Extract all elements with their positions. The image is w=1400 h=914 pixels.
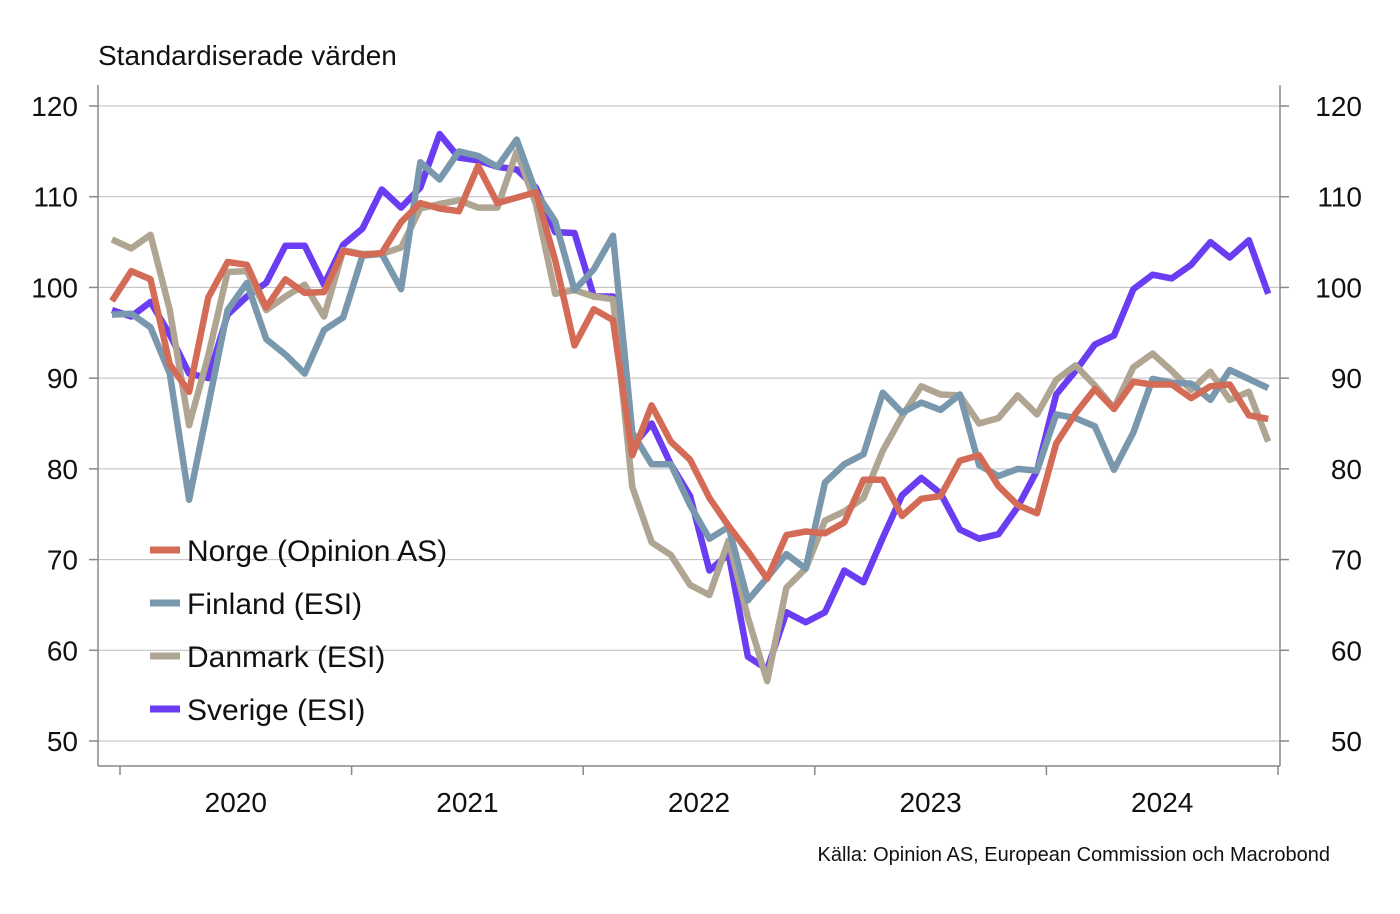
y-tick-label-right: 120 (1315, 91, 1362, 122)
series-line-3 (110, 130, 1272, 673)
series-line-2 (110, 148, 1272, 685)
x-tick-label: 2021 (436, 787, 498, 818)
y-tick-label-left: 120 (31, 91, 78, 122)
y-tick-label-right: 110 (1317, 182, 1362, 213)
y-tick-label-right: 50 (1331, 726, 1362, 757)
x-tick-label: 2022 (668, 787, 730, 818)
x-tick-label: 2023 (899, 787, 961, 818)
y-tick-label-right: 60 (1331, 635, 1362, 666)
y-tick-label-right: 100 (1315, 272, 1362, 303)
legend-label-1: Finland (ESI) (187, 588, 362, 621)
legend-label-3: Sverige (ESI) (187, 694, 365, 727)
x-tick-label: 2024 (1131, 787, 1193, 818)
chart-title: Standardiserade värden (98, 40, 397, 71)
y-tick-label-right: 70 (1331, 545, 1362, 576)
y-tick-label-left: 50 (47, 726, 78, 757)
y-tick-label-left: 80 (47, 454, 78, 485)
axes: 50 50 60 60 70 70 80 80 90 90 100 100 110 110 120 120 20… (31, 85, 1362, 818)
y-tick-label-left: 100 (31, 272, 78, 303)
y-tick-label-left: 90 (47, 363, 78, 394)
y-tick-label-right: 90 (1331, 363, 1362, 394)
series-line-0 (109, 162, 1269, 582)
legend: Norge (Opinion AS) Finland (ESI) Danmark (… (150, 535, 447, 727)
y-tick-label-left: 60 (47, 635, 78, 666)
series-line-1 (111, 136, 1270, 604)
series-lines (109, 130, 1272, 685)
legend-label-2: Danmark (ESI) (187, 641, 385, 674)
y-tick-label-left: 70 (47, 545, 78, 576)
x-tick-label: 2020 (205, 787, 267, 818)
y-tick-label-left: 110 (33, 182, 78, 213)
source-note: Källa: Opinion AS, European Commission o… (818, 844, 1331, 866)
y-tick-label-right: 80 (1331, 454, 1362, 485)
legend-label-0: Norge (Opinion AS) (187, 535, 447, 568)
